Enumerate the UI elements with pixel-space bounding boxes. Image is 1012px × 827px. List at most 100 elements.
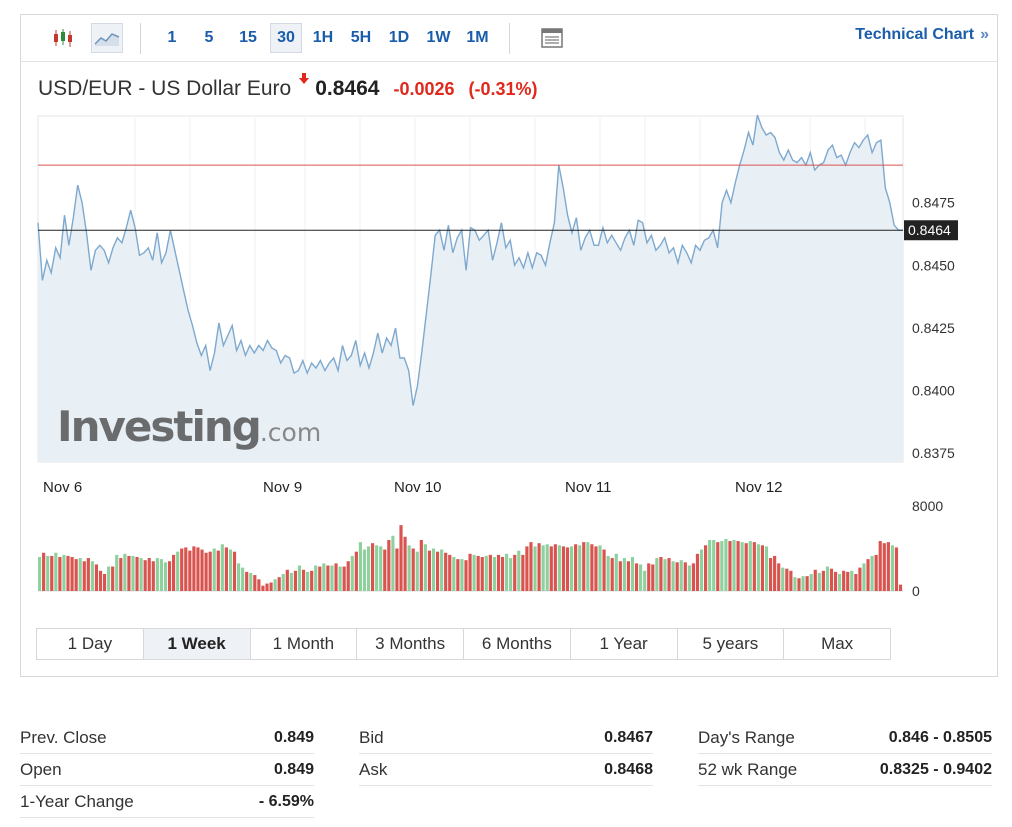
interval-1h-button[interactable]: 1H bbox=[312, 29, 334, 46]
volume-bar bbox=[350, 555, 354, 591]
volume-bar bbox=[488, 554, 492, 592]
volume-bar bbox=[521, 554, 525, 592]
range-1-week-button[interactable]: 1 Week bbox=[143, 629, 251, 659]
volume-bar bbox=[663, 559, 667, 592]
volume-bar bbox=[362, 549, 367, 591]
volume-bar bbox=[204, 552, 208, 591]
volume-bar bbox=[74, 559, 78, 592]
volume-bar bbox=[610, 558, 614, 591]
volume-bar bbox=[809, 574, 813, 591]
range-1-year-button[interactable]: 1 Year bbox=[570, 629, 678, 659]
volume-bar bbox=[537, 543, 541, 591]
volume-bar bbox=[135, 557, 139, 591]
volume-bar bbox=[801, 576, 805, 591]
volume-bar bbox=[155, 558, 159, 591]
price-change-percent: (-0.31%) bbox=[468, 79, 538, 99]
volume-bar bbox=[354, 551, 358, 591]
volume-bar bbox=[241, 567, 245, 592]
volume-bar bbox=[614, 553, 618, 591]
range-max-button[interactable]: Max bbox=[784, 629, 890, 659]
range-6-months-button[interactable]: 6 Months bbox=[464, 629, 571, 659]
volume-bar bbox=[671, 561, 675, 591]
interval-1-button[interactable]: 1 bbox=[167, 29, 177, 46]
interval-5h-button[interactable]: 5H bbox=[350, 29, 372, 46]
volume-bar bbox=[98, 570, 103, 591]
volume-bar bbox=[82, 561, 86, 591]
volume-bar bbox=[789, 570, 793, 591]
volume-bar bbox=[147, 558, 151, 591]
price-volume-chart[interactable]: 0.8375 0.8400 0.8425 0.8450 0.8475 0.8464 No… bbox=[0, 0, 1012, 610]
volume-bar bbox=[245, 571, 249, 592]
stat-label: Bid bbox=[359, 727, 384, 747]
volume-bar bbox=[602, 549, 606, 591]
volume-bar bbox=[858, 567, 862, 592]
volume-bar bbox=[777, 563, 781, 592]
volume-bar bbox=[123, 553, 127, 591]
volume-tick-label: 8000 bbox=[912, 498, 943, 514]
interval-15-button[interactable]: 15 bbox=[239, 29, 257, 46]
volume-bar bbox=[525, 546, 529, 592]
volume-bar bbox=[172, 554, 176, 592]
interval-30-button[interactable]: 30 bbox=[270, 23, 302, 53]
interval-1m-button[interactable]: 1M bbox=[466, 29, 489, 46]
interval-5-button[interactable]: 5 bbox=[204, 29, 214, 46]
technical-chart-link[interactable]: Technical Chart » bbox=[855, 26, 989, 44]
volume-bar bbox=[720, 541, 724, 591]
volume-bar bbox=[480, 557, 484, 591]
interval-1d-button[interactable]: 1D bbox=[388, 29, 410, 46]
volume-bar bbox=[163, 562, 168, 591]
volume-bar bbox=[496, 554, 501, 592]
volume-bar bbox=[492, 557, 497, 591]
stat-days-range: Day's Range 0.846 - 0.8505 bbox=[698, 722, 992, 754]
volume-bar bbox=[379, 546, 383, 592]
stat-label: 1-Year Change bbox=[20, 791, 134, 811]
table-icon[interactable] bbox=[536, 23, 568, 53]
volume-bar bbox=[708, 540, 712, 591]
area-chart-icon[interactable] bbox=[91, 23, 123, 53]
volume-bar bbox=[423, 544, 427, 591]
volume-bar bbox=[257, 579, 261, 591]
volume-bar bbox=[249, 572, 253, 591]
volume-bar bbox=[821, 570, 825, 591]
range-3-months-button[interactable]: 3 Months bbox=[357, 629, 464, 659]
volume-bar bbox=[50, 555, 54, 591]
volume-bar bbox=[813, 569, 817, 591]
volume-bar bbox=[310, 570, 314, 591]
interval-1w-button[interactable]: 1W bbox=[426, 29, 451, 46]
time-range-selector: 1 Day 1 Week 1 Month 3 Months 6 Months 1… bbox=[36, 628, 891, 660]
volume-bar bbox=[557, 545, 561, 591]
volume-bar bbox=[285, 569, 289, 591]
volume-bar bbox=[224, 547, 228, 591]
volume-bar bbox=[167, 561, 172, 591]
volume-bar bbox=[829, 568, 834, 591]
volume-bar bbox=[533, 546, 537, 592]
instrument-name: USD/EUR - US Dollar Euro bbox=[38, 77, 292, 100]
volume-bar bbox=[46, 555, 50, 591]
volume-bar bbox=[314, 565, 318, 591]
volume-bar bbox=[570, 546, 574, 592]
volume-bar bbox=[265, 583, 269, 591]
volume-bar bbox=[431, 548, 436, 591]
volume-bar bbox=[878, 541, 882, 591]
price-tick-label: 0.8375 bbox=[912, 445, 955, 461]
double-chevron-right-icon: » bbox=[980, 26, 989, 43]
volume-bar bbox=[200, 549, 204, 591]
volume-bar bbox=[626, 561, 631, 591]
stat-1-year-change: 1-Year Change - 6.59% bbox=[20, 786, 314, 818]
volume-bar bbox=[622, 558, 626, 591]
volume-bar bbox=[269, 582, 273, 591]
range-1-month-button[interactable]: 1 Month bbox=[250, 629, 358, 659]
volume-axis: 0 8000 bbox=[912, 498, 943, 599]
volume-bar bbox=[505, 553, 509, 591]
range-1-day-button[interactable]: 1 Day bbox=[37, 629, 144, 659]
technical-chart-label: Technical Chart bbox=[855, 26, 975, 43]
volume-bar bbox=[606, 555, 610, 591]
volume-bar bbox=[728, 541, 732, 591]
range-5-years-button[interactable]: 5 years bbox=[677, 629, 785, 659]
candlestick-icon[interactable] bbox=[47, 23, 79, 53]
volume-bar bbox=[464, 560, 468, 591]
volume-bar bbox=[143, 560, 147, 591]
volume-bar bbox=[196, 547, 200, 591]
volume-bar bbox=[586, 542, 590, 591]
stat-value: 0.8468 bbox=[604, 760, 653, 778]
